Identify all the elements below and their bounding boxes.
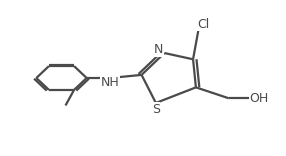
Text: OH: OH <box>249 92 269 105</box>
Text: NH: NH <box>101 76 120 89</box>
Text: N: N <box>154 43 163 56</box>
Text: Cl: Cl <box>197 18 209 31</box>
Text: S: S <box>152 103 160 116</box>
